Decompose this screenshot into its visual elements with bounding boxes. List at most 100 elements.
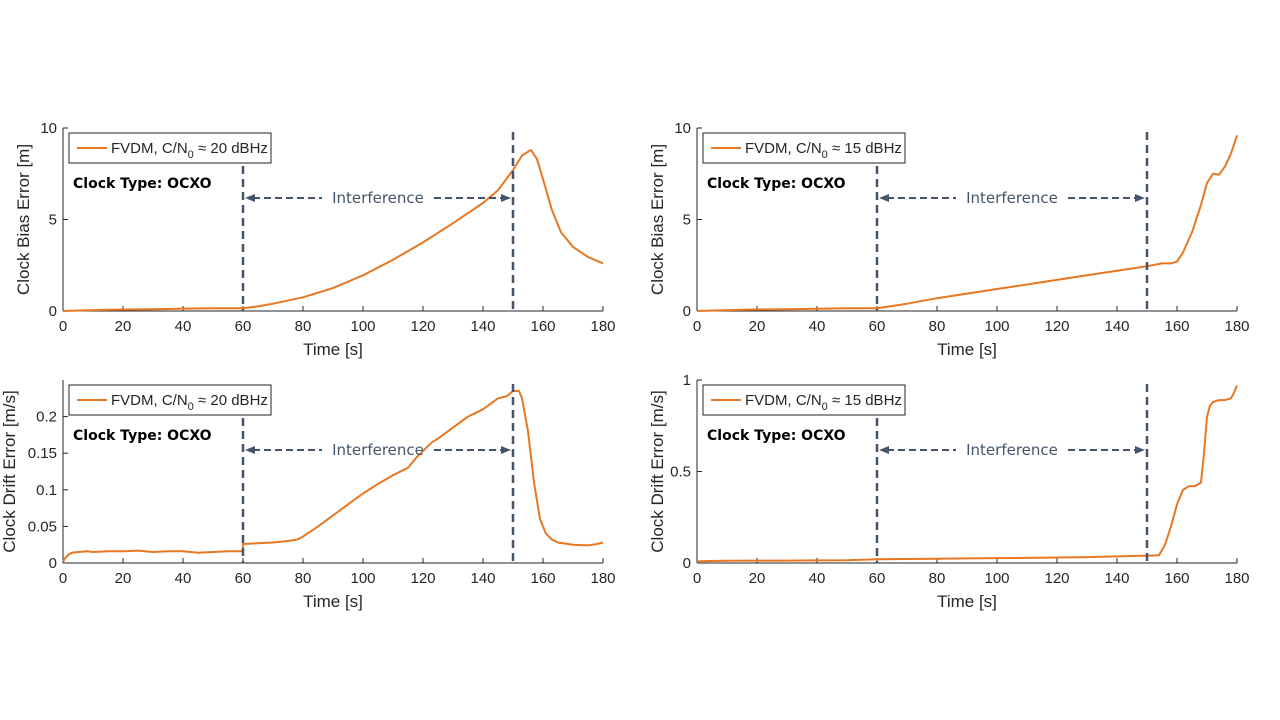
x-tick-label: 180 (590, 318, 615, 335)
legend-label-prefix: FVDM, C/N (745, 140, 822, 157)
x-tick-label: 0 (59, 318, 67, 335)
y-tick-label: 0.15 (28, 445, 57, 462)
legend-label-suffix: ≈ 20 dBHz (194, 392, 268, 409)
y-tick-label: 10 (674, 120, 691, 137)
legend-label: FVDM, C/N0 ≈ 15 dBHz (745, 140, 902, 161)
x-tick-label: 140 (1104, 318, 1129, 335)
x-tick-label: 40 (809, 570, 826, 587)
chart-panel-1: 0 20 40 60 80 100 120 140 160 180 0 5 10 Time [s] Cloc… (14, 120, 616, 359)
arrowhead-left-icon (879, 194, 889, 202)
x-tick-label: 80 (929, 318, 946, 335)
x-tick-label: 140 (1104, 570, 1129, 587)
y-tick-label: 0 (683, 303, 691, 320)
arrowhead-left-icon (245, 446, 255, 454)
x-tick-label: 120 (410, 318, 435, 335)
arrowhead-left-icon (245, 194, 255, 202)
x-tick-label: 20 (749, 570, 766, 587)
legend-label: FVDM, C/N0 ≈ 20 dBHz (111, 392, 268, 413)
interference-label: Interference (966, 441, 1058, 459)
x-tick-label: 180 (1224, 570, 1249, 587)
arrowhead-right-icon (501, 194, 511, 202)
y-tick-label: 0.5 (670, 464, 691, 481)
x-axis-label: Time [s] (937, 592, 997, 611)
clock-type-annotation: Clock Type: OCXO (73, 428, 212, 444)
legend-label-prefix: FVDM, C/N (745, 392, 822, 409)
y-tick-label: 0 (49, 555, 57, 572)
x-tick-label: 100 (984, 570, 1009, 587)
x-tick-label: 80 (295, 570, 312, 587)
interference-label: Interference (332, 441, 424, 459)
series-line (696, 385, 1238, 563)
interference-label: Interference (332, 189, 424, 207)
legend-label-subscript: 0 (822, 401, 828, 413)
y-tick-label: 0 (683, 555, 691, 572)
legend-label: FVDM, C/N0 ≈ 15 dBHz (745, 392, 902, 413)
x-tick-label: 80 (295, 318, 312, 335)
legend-label: FVDM, C/N0 ≈ 20 dBHz (111, 140, 268, 161)
x-tick-label: 140 (470, 570, 495, 587)
interference-label: Interference (966, 189, 1058, 207)
x-axis-label: Time [s] (303, 340, 363, 359)
chart-panel-3: 0 20 40 60 80 100 120 140 160 180 0 0.05 0.1 0.15 0.2 T… (0, 380, 616, 611)
arrowhead-right-icon (501, 446, 511, 454)
arrowhead-left-icon (879, 446, 889, 454)
y-axis-label: Clock Drift Error [m/s] (0, 390, 19, 552)
y-axis-label: Clock Bias Error [m] (14, 144, 33, 295)
legend-label-subscript: 0 (822, 149, 828, 161)
y-axis-label: Clock Bias Error [m] (648, 144, 667, 295)
x-tick-label: 0 (59, 570, 67, 587)
x-tick-label: 100 (350, 318, 375, 335)
arrowhead-right-icon (1135, 194, 1145, 202)
x-tick-label: 180 (1224, 318, 1249, 335)
x-tick-label: 160 (530, 318, 555, 335)
x-tick-label: 180 (590, 570, 615, 587)
x-tick-label: 120 (1044, 318, 1069, 335)
y-axis-label: Clock Drift Error [m/s] (648, 390, 667, 552)
chart-panel-2: 0 20 40 60 80 100 120 140 160 180 0 5 10 Time [s] Cloc… (648, 120, 1250, 359)
x-tick-label: 60 (869, 570, 886, 587)
x-tick-label: 40 (175, 570, 192, 587)
series-line (62, 149, 604, 312)
x-tick-label: 60 (869, 318, 886, 335)
x-tick-label: 20 (115, 318, 132, 335)
x-tick-label: 100 (984, 318, 1009, 335)
x-tick-label: 0 (693, 570, 701, 587)
x-tick-label: 160 (1164, 570, 1189, 587)
x-tick-label: 100 (350, 570, 375, 587)
legend-label-suffix: ≈ 20 dBHz (194, 140, 268, 157)
x-tick-label: 20 (115, 570, 132, 587)
y-tick-label: 0.2 (36, 409, 57, 426)
x-tick-label: 140 (470, 318, 495, 335)
x-axis-label: Time [s] (937, 340, 997, 359)
series-line (696, 134, 1238, 312)
legend-label-prefix: FVDM, C/N (111, 392, 188, 409)
x-tick-label: 0 (693, 318, 701, 335)
x-tick-label: 160 (530, 570, 555, 587)
legend-label-subscript: 0 (188, 149, 194, 161)
legend-label-prefix: FVDM, C/N (111, 140, 188, 157)
x-tick-label: 160 (1164, 318, 1189, 335)
y-tick-label: 1 (683, 372, 691, 389)
arrowhead-right-icon (1135, 446, 1145, 454)
y-tick-label: 5 (683, 212, 691, 229)
y-tick-label: 5 (49, 212, 57, 229)
legend-label-suffix: ≈ 15 dBHz (828, 140, 902, 157)
x-tick-label: 120 (410, 570, 435, 587)
x-tick-label: 120 (1044, 570, 1069, 587)
x-tick-label: 80 (929, 570, 946, 587)
legend-label-subscript: 0 (188, 401, 194, 413)
legend-label-suffix: ≈ 15 dBHz (828, 392, 902, 409)
y-tick-label: 0.05 (28, 518, 57, 535)
x-tick-label: 60 (235, 318, 252, 335)
x-axis-label: Time [s] (303, 592, 363, 611)
clock-type-annotation: Clock Type: OCXO (707, 176, 846, 192)
x-tick-label: 40 (175, 318, 192, 335)
chart-panel-4: 0 20 40 60 80 100 120 140 160 180 0 0.5 1 Time [s] Clo… (648, 372, 1250, 611)
clock-type-annotation: Clock Type: OCXO (707, 428, 846, 444)
y-tick-label: 10 (40, 120, 57, 137)
y-tick-label: 0.1 (36, 482, 57, 499)
series-line (62, 390, 604, 563)
x-tick-label: 20 (749, 318, 766, 335)
clock-type-annotation: Clock Type: OCXO (73, 176, 212, 192)
